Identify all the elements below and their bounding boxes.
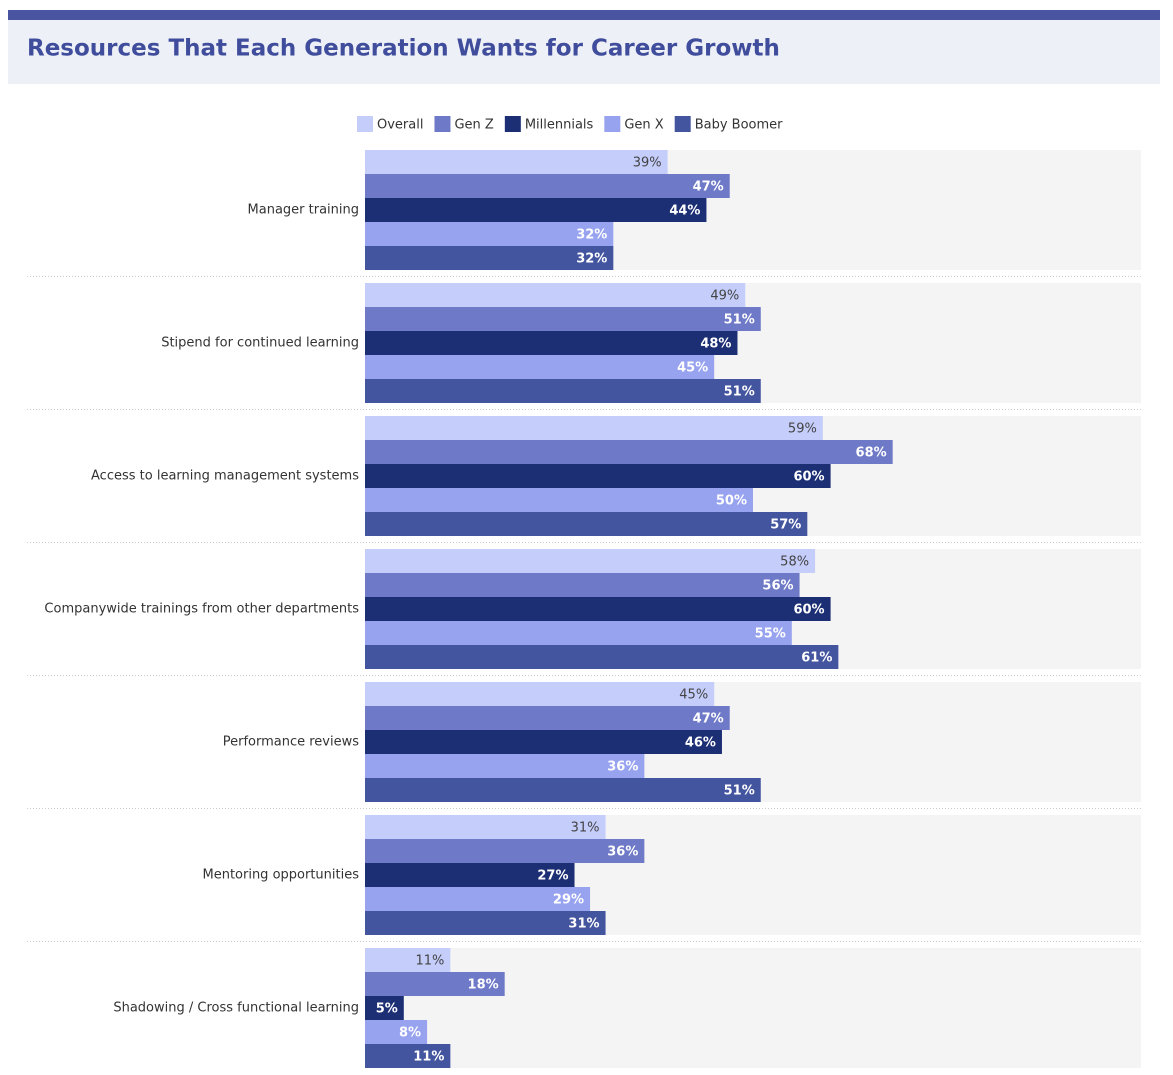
- value-label: 47%: [693, 712, 724, 727]
- value-label: 51%: [724, 385, 755, 400]
- value-label: 49%: [710, 289, 739, 304]
- value-label: 18%: [468, 978, 499, 993]
- value-label: 58%: [780, 555, 809, 570]
- value-label: 11%: [415, 954, 444, 969]
- legend-swatch: [434, 116, 451, 132]
- bar: [365, 174, 730, 198]
- bar: [365, 307, 761, 331]
- value-label: 36%: [607, 760, 638, 775]
- title-panel: [8, 10, 1160, 84]
- bar: [365, 996, 404, 1020]
- bar: [365, 730, 722, 754]
- bar: [365, 1044, 451, 1068]
- bar: [365, 706, 730, 730]
- bar: [365, 573, 800, 597]
- bar: [365, 198, 707, 222]
- value-label: 46%: [685, 736, 716, 751]
- bar: [365, 621, 792, 645]
- legend-swatch: [604, 116, 621, 132]
- value-label: 56%: [762, 579, 793, 594]
- bar: [365, 512, 808, 536]
- bar: [365, 150, 668, 174]
- category-label: Access to learning management systems: [91, 469, 359, 484]
- legend-swatch: [504, 116, 521, 132]
- bar: [365, 948, 451, 972]
- bar: [365, 549, 816, 573]
- category-label: Companywide trainings from other departm…: [44, 602, 359, 617]
- bar: [365, 416, 823, 440]
- bar: [365, 887, 591, 911]
- legend-label: Gen X: [624, 118, 663, 133]
- value-label: 68%: [856, 446, 887, 461]
- value-label: 60%: [793, 603, 824, 618]
- bar: [365, 355, 715, 379]
- bar: [365, 597, 831, 621]
- chart-title: Resources That Each Generation Wants for…: [27, 36, 780, 62]
- category-label: Performance reviews: [223, 735, 360, 750]
- value-label: 8%: [399, 1026, 421, 1041]
- bar: [365, 379, 761, 403]
- value-label: 11%: [413, 1050, 444, 1065]
- legend-label: Baby Boomer: [695, 118, 783, 133]
- bar: [365, 283, 746, 307]
- bar: [365, 815, 606, 839]
- bar: [365, 1020, 428, 1044]
- value-label: 55%: [755, 627, 786, 642]
- bar: [365, 972, 505, 996]
- bar: [365, 839, 645, 863]
- bar: [365, 246, 614, 270]
- value-label: 51%: [724, 784, 755, 799]
- value-label: 51%: [724, 313, 755, 328]
- group-background: [365, 948, 1141, 1068]
- legend-label: Gen Z: [454, 118, 493, 133]
- bar: [365, 911, 606, 935]
- category-label: Stipend for continued learning: [161, 336, 359, 351]
- value-label: 57%: [770, 518, 801, 533]
- bar: [365, 645, 839, 669]
- category-label: Manager training: [248, 203, 359, 218]
- bar: [365, 488, 753, 512]
- value-label: 48%: [700, 337, 731, 352]
- value-label: 44%: [669, 204, 700, 219]
- title-strip: [8, 10, 1160, 20]
- value-label: 45%: [679, 688, 708, 703]
- value-label: 45%: [677, 361, 708, 376]
- value-label: 39%: [633, 156, 662, 171]
- bar: [365, 464, 831, 488]
- value-label: 61%: [801, 651, 832, 666]
- value-label: 31%: [571, 821, 600, 836]
- legend-label: Overall: [377, 118, 423, 133]
- bar: [365, 440, 893, 464]
- bar: [365, 754, 645, 778]
- bar: [365, 331, 738, 355]
- legend-label: Millennials: [525, 118, 594, 133]
- value-label: 60%: [793, 470, 824, 485]
- bar: [365, 778, 761, 802]
- value-label: 32%: [576, 252, 607, 267]
- legend-swatch: [357, 116, 373, 132]
- category-label: Shadowing / Cross functional learning: [113, 1001, 359, 1016]
- legend-swatch: [674, 116, 691, 132]
- value-label: 50%: [716, 494, 747, 509]
- value-label: 47%: [693, 180, 724, 195]
- value-label: 59%: [788, 422, 817, 437]
- value-label: 29%: [553, 893, 584, 908]
- category-label: Mentoring opportunities: [202, 868, 359, 883]
- value-label: 36%: [607, 845, 638, 860]
- bar: [365, 222, 614, 246]
- value-label: 32%: [576, 228, 607, 243]
- bar: [365, 863, 575, 887]
- value-label: 27%: [537, 869, 568, 884]
- bar: [365, 682, 715, 706]
- value-label: 5%: [376, 1002, 398, 1017]
- value-label: 31%: [568, 917, 599, 932]
